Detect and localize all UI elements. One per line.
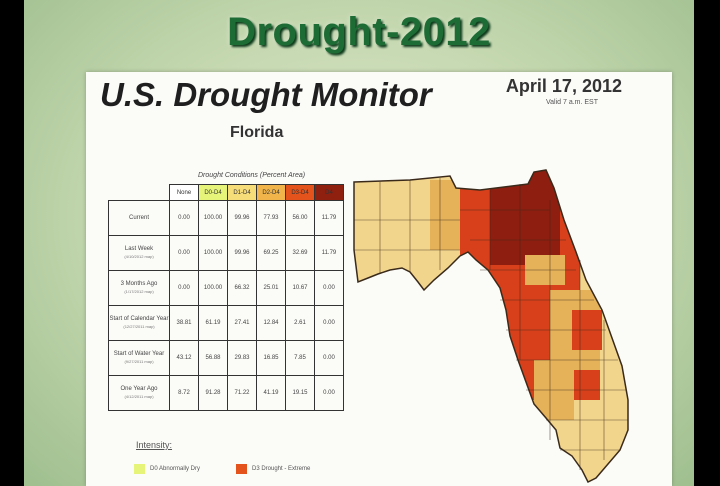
table-row: Start of Water Year (9/27/2011 map) 43.12… bbox=[108, 340, 344, 376]
header-d3-d4: D3-D4 bbox=[285, 184, 315, 201]
table-cell: 0.00 bbox=[314, 270, 344, 306]
row-label: Current bbox=[108, 200, 170, 236]
table-cell: 11.79 bbox=[314, 235, 344, 271]
table-row: 3 Months Ago (1/17/2012 map) 0.00 100.00 … bbox=[108, 270, 344, 306]
table-cell: 29.83 bbox=[227, 340, 257, 376]
row-label: Start of Water Year (9/27/2011 map) bbox=[108, 340, 170, 376]
table-row: Start of Calendar Year (12/27/2011 map) 3… bbox=[108, 305, 344, 341]
table-cell: 99.96 bbox=[227, 235, 257, 271]
monitor-valid-time: Valid 7 a.m. EST bbox=[545, 99, 598, 106]
table-cell: 10.67 bbox=[285, 270, 315, 306]
table-cell: 7.85 bbox=[285, 340, 315, 376]
table-cell: 0.00 bbox=[169, 200, 199, 236]
table-cell: 25.01 bbox=[256, 270, 286, 306]
table-cell: 56.88 bbox=[198, 340, 228, 376]
table-cell: 8.72 bbox=[169, 375, 199, 411]
table-cell: 2.61 bbox=[285, 305, 315, 341]
table-cell: 0.00 bbox=[169, 235, 199, 271]
table-cell: 38.81 bbox=[169, 305, 199, 341]
table-body: Current 0.00 100.00 99.96 77.93 56.00 11… bbox=[108, 200, 344, 411]
table-row: Current 0.00 100.00 99.96 77.93 56.00 11… bbox=[108, 200, 344, 236]
table-cell: 66.32 bbox=[227, 270, 257, 306]
row-label: 3 Months Ago (1/17/2012 map) bbox=[108, 270, 170, 306]
table-cell: 16.85 bbox=[256, 340, 286, 376]
row-label: Start of Calendar Year (12/27/2011 map) bbox=[108, 305, 170, 341]
table-cell: 0.00 bbox=[314, 305, 344, 341]
drought-monitor-panel: U.S. Drought Monitor April 17, 2012 Vali… bbox=[86, 72, 672, 486]
header-d1-d4: D1-D4 bbox=[227, 184, 257, 201]
table-cell: 100.00 bbox=[198, 235, 228, 271]
table-cell: 0.00 bbox=[314, 375, 344, 411]
table-cell: 77.93 bbox=[256, 200, 286, 236]
table-cell: 100.00 bbox=[198, 200, 228, 236]
slide-title: Drought-2012 bbox=[227, 10, 491, 54]
table-cell: 12.84 bbox=[256, 305, 286, 341]
legend-label-d3: D3 Drought - Extreme bbox=[252, 466, 311, 472]
table-cell: 0.00 bbox=[314, 340, 344, 376]
monitor-title: U.S. Drought Monitor bbox=[100, 76, 432, 113]
row-label: One Year Ago (4/12/2011 map) bbox=[108, 375, 170, 411]
table-cell: 69.25 bbox=[256, 235, 286, 271]
table-row: One Year Ago (4/12/2011 map) 8.72 91.28 7… bbox=[108, 375, 344, 411]
slide: Drought-2012 U.S. Drought Monitor April … bbox=[24, 0, 694, 486]
table-cell: 91.28 bbox=[198, 375, 228, 411]
legend-swatch-d0 bbox=[134, 464, 145, 474]
table-cell: 19.15 bbox=[285, 375, 315, 411]
table-corner bbox=[109, 185, 170, 201]
header-none: None bbox=[169, 184, 199, 201]
header-d2-d4: D2-D4 bbox=[256, 184, 286, 201]
legend-swatch-d3 bbox=[236, 464, 247, 474]
table-cell: 100.00 bbox=[198, 270, 228, 306]
table-cell: 43.12 bbox=[169, 340, 199, 376]
table-cell: 56.00 bbox=[285, 200, 315, 236]
table-cell: 61.19 bbox=[198, 305, 228, 341]
drought-conditions-table: None D0-D4 D1-D4 D2-D4 D3-D4 D4 Current … bbox=[108, 184, 344, 411]
monitor-date: April 17, 2012 bbox=[505, 76, 622, 96]
header-d4: D4 bbox=[314, 184, 344, 201]
legend-label-d0: D0 Abnormally Dry bbox=[150, 466, 201, 472]
row-label: Last Week (4/10/2012 map) bbox=[108, 235, 170, 271]
florida-drought-map bbox=[353, 169, 629, 484]
table-cell: 0.00 bbox=[169, 270, 199, 306]
header-d0-d4: D0-D4 bbox=[198, 184, 228, 201]
table-cell: 71.22 bbox=[227, 375, 257, 411]
table-cell: 99.96 bbox=[227, 200, 257, 236]
table-cell: 27.41 bbox=[227, 305, 257, 341]
legend-title: Intensity: bbox=[136, 440, 173, 450]
table-cell: 11.79 bbox=[314, 200, 344, 236]
table-row: Last Week (4/10/2012 map) 0.00 100.00 99.… bbox=[108, 235, 344, 271]
monitor-region: Florida bbox=[230, 124, 284, 141]
table-cell: 41.19 bbox=[256, 375, 286, 411]
table-caption: Drought Conditions (Percent Area) bbox=[198, 172, 306, 179]
table-header-row: None D0-D4 D1-D4 D2-D4 D3-D4 D4 bbox=[109, 184, 344, 201]
table-cell: 32.69 bbox=[285, 235, 315, 271]
